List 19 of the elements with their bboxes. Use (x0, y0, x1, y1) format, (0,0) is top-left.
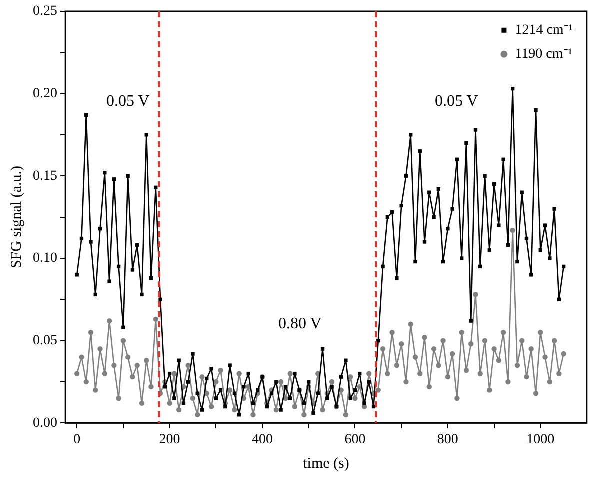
x-tick-label: 400 (252, 432, 274, 448)
x-tick-label: 0 (74, 432, 81, 448)
legend-label: 1190 cm⁻¹ (515, 47, 572, 62)
y-tick-label: 0.05 (33, 334, 58, 349)
x-tick-label: 1000 (526, 432, 555, 448)
y-axis-title: SFG signal (a.u.) (8, 166, 25, 269)
annotation: 0.05 V (434, 93, 479, 110)
x-axis-title: time (s) (303, 456, 350, 472)
y-tick-label: 0.00 (33, 416, 58, 431)
y-tick-label: 0.20 (33, 86, 58, 102)
y-tick-label: 0.25 (33, 4, 58, 20)
annotation: 0.05 V (106, 93, 150, 110)
legend-label: 1214 cm⁻¹ (515, 23, 574, 38)
y-tick-label: 0.15 (33, 168, 58, 184)
y-tick-label: 0.10 (33, 251, 58, 266)
x-tick-label: 600 (344, 432, 366, 448)
x-tick-label: 800 (437, 432, 458, 448)
x-tick-label: 200 (159, 432, 180, 448)
annotation: 0.80 V (278, 316, 322, 333)
